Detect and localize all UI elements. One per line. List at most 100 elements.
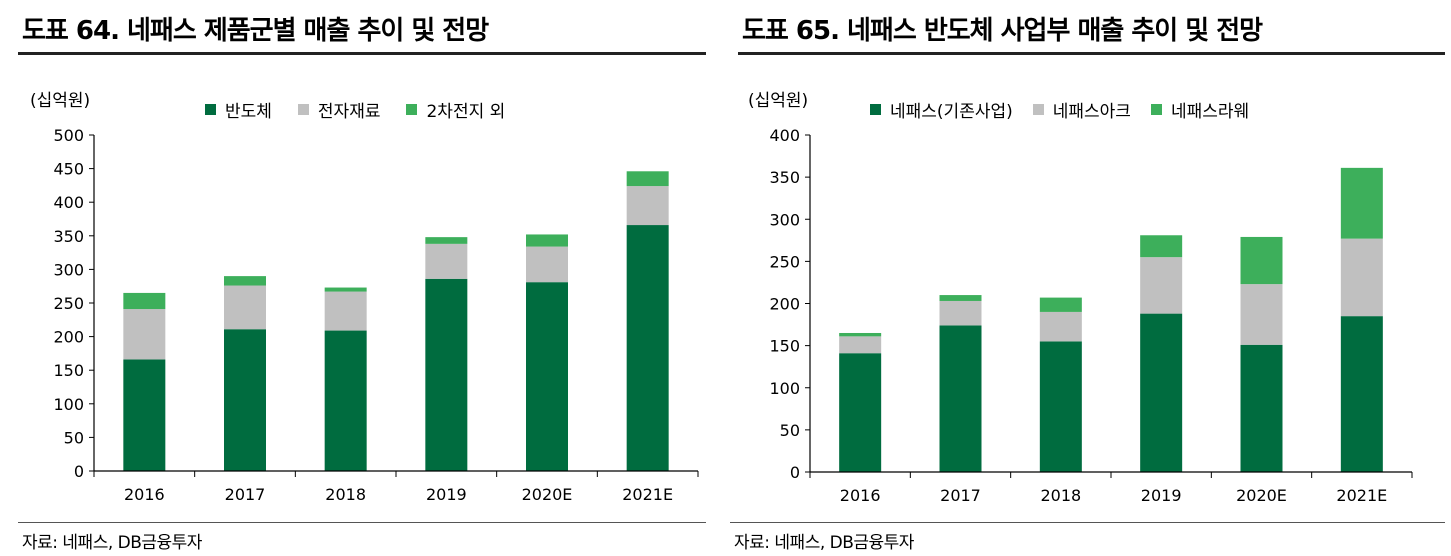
- footer-divider: [18, 522, 706, 523]
- legend-label: 네패스라웨: [1170, 102, 1250, 122]
- bar-segment: [1340, 238, 1383, 317]
- bar-segment: [939, 295, 982, 301]
- bar-segment: [526, 234, 568, 247]
- title-divider: [738, 52, 1445, 55]
- bar-segment: [839, 336, 882, 354]
- legend-item-nepes-existing: 네패스(기존사업): [870, 97, 1013, 122]
- legend-label: 2차전지 외: [426, 102, 506, 122]
- legend-label: 네패스(기존사업): [890, 102, 1013, 122]
- legend-item-battery: 2차전지 외: [406, 97, 505, 122]
- legend-swatch: [297, 104, 309, 115]
- y-tick-label: 200: [53, 328, 84, 347]
- y-tick-label: 450: [53, 160, 84, 179]
- legend-swatch: [1150, 104, 1162, 115]
- y-tick-label: 400: [53, 193, 84, 212]
- y-tick-label: 300: [769, 210, 800, 229]
- y-tick-label: 300: [53, 260, 84, 279]
- bar-segment: [526, 282, 568, 471]
- y-tick-label: 250: [53, 294, 84, 313]
- bar-segment: [1140, 235, 1183, 258]
- legend-swatch: [1032, 104, 1044, 115]
- x-tick-label: 2019: [1141, 486, 1182, 505]
- bar-segment: [123, 359, 166, 471]
- legend: 반도체 전자재료 2차전지 외: [205, 97, 505, 122]
- x-tick-label: 2021E: [622, 485, 673, 504]
- legend-swatch: [406, 104, 418, 115]
- bar-segment: [123, 292, 166, 310]
- y-tick-label: 100: [769, 379, 800, 398]
- bar-segment: [123, 309, 166, 360]
- legend-item-nepes-ark: 네패스아크: [1032, 97, 1131, 122]
- y-tick-label: 0: [74, 462, 84, 481]
- x-tick-label: 2018: [325, 485, 366, 504]
- legend: 네패스(기존사업) 네패스아크 네패스라웨: [870, 97, 1249, 122]
- legend-label: 반도체: [225, 102, 272, 122]
- bar-segment: [224, 329, 266, 471]
- bar-segment: [1039, 311, 1082, 342]
- legend-label: 네패스아크: [1052, 102, 1131, 122]
- bar-segment: [425, 278, 468, 471]
- x-tick-label: 2017: [940, 486, 981, 505]
- stacked-bar-chart: 0 50 100 150 200 250 300 350 400 450 500 2016 2017 20…: [53, 126, 699, 504]
- chart-title: 도표 64. 네패스 제품군별 매출 추이 및 전망: [22, 16, 489, 46]
- y-tick-label: 50: [64, 428, 84, 447]
- bar-segment: [1039, 297, 1082, 312]
- x-tick-label: 2016: [840, 486, 881, 505]
- legend-item-nepes-laweh: 네패스라웨: [1150, 97, 1250, 122]
- chart-panel-left: 도표 64. 네패스 제품군별 매출 추이 및 전망 (십억원) 반도체 전자재…: [0, 0, 712, 556]
- y-tick-label: 350: [53, 227, 84, 246]
- bar-segment: [425, 243, 468, 279]
- bar-segment: [839, 353, 882, 472]
- chart-panel-right: 도표 65. 네패스 반도체 사업부 매출 추이 및 전망 (십억원) 네패스(…: [730, 0, 1451, 556]
- x-tick-label: 2016: [124, 485, 165, 504]
- bar-segment: [1140, 313, 1183, 472]
- bar-segment: [839, 332, 882, 337]
- bar-segment: [1340, 316, 1383, 472]
- bar-segment: [324, 291, 367, 331]
- bar-segment: [324, 287, 367, 292]
- x-tick-label: 2017: [225, 485, 266, 504]
- x-tick-label: 2018: [1040, 486, 1081, 505]
- bar-segment: [1240, 236, 1283, 285]
- bar-segment: [224, 276, 266, 286]
- bar-segment: [1240, 344, 1283, 472]
- bar-segment: [1340, 167, 1383, 239]
- legend-swatch: [205, 104, 216, 115]
- legend-item-electronic-materials: 전자재료: [297, 97, 381, 122]
- bar-segment: [626, 171, 669, 187]
- y-tick-label: 150: [769, 337, 800, 356]
- bar-segment: [1240, 284, 1283, 345]
- bar-segment: [1039, 341, 1082, 472]
- y-tick-label: 100: [53, 395, 84, 414]
- y-tick-label: 150: [53, 361, 84, 380]
- title-divider: [18, 52, 706, 55]
- bar-segment: [626, 186, 669, 226]
- chart-title: 도표 65. 네패스 반도체 사업부 매출 추이 및 전망: [742, 16, 1263, 46]
- unit-label: (십억원): [748, 91, 809, 111]
- y-tick-label: 350: [769, 168, 800, 187]
- legend-swatch: [870, 104, 881, 115]
- bar-segment: [1140, 257, 1183, 314]
- y-tick-label: 50: [780, 421, 800, 440]
- x-tick-label: 2019: [426, 485, 467, 504]
- footer-divider: [730, 522, 1445, 523]
- bar-segment: [939, 300, 982, 326]
- legend-item-semiconductor: 반도체: [205, 97, 272, 122]
- x-tick-label: 2020E: [1236, 486, 1287, 505]
- y-tick-label: 400: [769, 126, 800, 145]
- source-note: 자료: 네패스, DB금융투자: [734, 533, 914, 553]
- bar-segment: [224, 285, 266, 330]
- y-tick-label: 200: [769, 295, 800, 314]
- x-tick-label: 2021E: [1336, 486, 1387, 505]
- x-tick-label: 2020E: [522, 485, 573, 504]
- bar-segment: [939, 325, 982, 472]
- y-tick-label: 500: [53, 126, 84, 145]
- bar-segment: [526, 246, 568, 283]
- legend-label: 전자재료: [317, 102, 381, 122]
- stacked-bar-chart: 0 50 100 150 200 250 300 350 400 2016 2017 2018 2019…: [769, 126, 1413, 505]
- bar-segment: [425, 237, 468, 244]
- y-tick-label: 250: [769, 252, 800, 271]
- y-tick-label: 0: [790, 463, 800, 482]
- bar-segment: [626, 225, 669, 471]
- source-note: 자료: 네패스, DB금융투자: [22, 533, 202, 553]
